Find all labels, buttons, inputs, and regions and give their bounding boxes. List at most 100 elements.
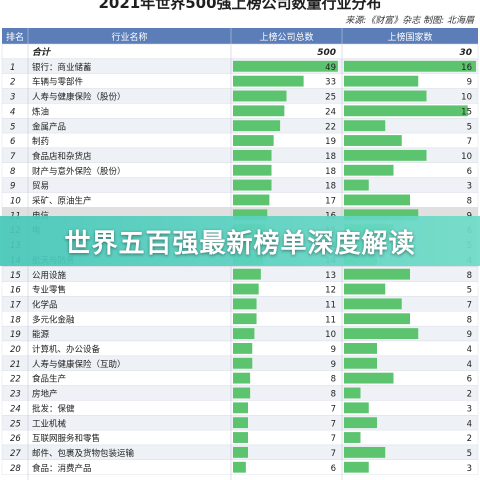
row-industry-name: 食品生产 (32, 374, 66, 385)
total-label: 合计 (32, 47, 52, 58)
table-header-bg (2, 28, 478, 44)
row-rank: 8 (10, 167, 16, 177)
countries-bar (344, 179, 369, 191)
row-rank: 24 (10, 404, 21, 414)
companies-bar (233, 446, 248, 458)
countries-value: 8 (467, 197, 472, 207)
countries-bar (344, 357, 377, 369)
chart-source: 来源:《财富》杂志 制图: 北海眉 (345, 16, 474, 26)
countries-bar (344, 343, 377, 354)
countries-bar (344, 75, 419, 87)
companies-value: 13 (325, 271, 336, 281)
companies-bar (233, 90, 287, 102)
countries-bar (344, 90, 427, 102)
companies-bar (233, 313, 257, 325)
companies-value: 49 (325, 63, 336, 73)
companies-value: 7 (331, 419, 336, 429)
countries-value: 7 (467, 137, 472, 147)
row-rank: 16 (10, 286, 21, 296)
countries-value: 15 (461, 107, 472, 117)
row-rank: 27 (10, 449, 21, 459)
countries-value: 2 (467, 390, 472, 400)
companies-value: 12 (325, 286, 336, 296)
companies-value: 18 (325, 152, 336, 162)
row-rank: 7 (10, 152, 16, 162)
row-industry-name: 人寿与健康保险（互助） (32, 359, 126, 370)
row-industry-name: 车辆与零部件 (32, 77, 84, 88)
countries-bar (344, 402, 369, 414)
countries-value: 4 (467, 419, 472, 429)
countries-bar (344, 328, 419, 339)
row-industry-name: 炼油 (32, 106, 49, 117)
countries-value: 6 (467, 375, 472, 385)
countries-value: 5 (467, 122, 472, 132)
companies-bar (233, 298, 257, 310)
companies-value: 33 (325, 78, 336, 88)
row-industry-name: 邮件、包裹及货物包装运输 (32, 448, 135, 459)
total-companies: 500 (317, 48, 336, 58)
countries-bar (344, 120, 386, 132)
countries-bar (344, 164, 394, 176)
banner-text: 世界五百强最新榜单深度解读 (64, 228, 416, 259)
row-industry-name: 能源 (32, 329, 50, 340)
companies-value: 11 (325, 315, 336, 325)
row-industry-name: 房地产 (32, 389, 58, 400)
companies-bar (233, 135, 274, 146)
companies-value: 7 (331, 434, 336, 444)
countries-value: 9 (467, 78, 472, 88)
companies-value: 17 (325, 197, 336, 207)
companies-bar (233, 402, 248, 414)
companies-bar (233, 105, 285, 117)
row-industry-name: 金属产品 (32, 121, 66, 132)
row-industry-name: 食品店和杂货店 (32, 151, 92, 162)
companies-value: 22 (325, 122, 336, 132)
companies-value: 11 (325, 300, 336, 310)
companies-value: 9 (331, 360, 336, 370)
companies-value: 7 (331, 404, 336, 414)
countries-value: 4 (467, 345, 472, 355)
companies-bar (233, 283, 259, 295)
row-industry-name: 银行：商业储蓄 (32, 62, 92, 73)
row-industry-name: 财产与意外保险（股份） (32, 166, 126, 177)
row-industry-name: 贸易 (32, 181, 49, 192)
headline-banner: 世界五百强最新榜单深度解读 (0, 216, 480, 266)
row-industry-name: 采矿、原油生产 (32, 196, 92, 207)
companies-value: 25 (325, 93, 336, 103)
countries-bar (344, 283, 386, 295)
companies-bar (233, 432, 248, 443)
countries-bar (344, 194, 410, 206)
companies-bar (233, 357, 253, 369)
companies-value: 18 (325, 167, 336, 177)
countries-value: 3 (467, 182, 472, 192)
countries-value: 2 (467, 434, 472, 444)
companies-bar (233, 149, 272, 161)
row-industry-name: 人寿与健康保险（股份） (32, 92, 126, 103)
countries-bar (344, 446, 386, 458)
countries-value: 3 (467, 464, 472, 474)
row-rank: 3 (10, 93, 15, 103)
companies-value: 8 (331, 375, 336, 385)
column-header: 行业名称 (111, 31, 147, 43)
countries-value: 10 (461, 93, 472, 103)
companies-value: 24 (325, 107, 336, 117)
countries-bar (344, 105, 468, 117)
countries-value: 10 (461, 152, 472, 162)
countries-bar (344, 417, 377, 429)
companies-bar (233, 268, 261, 280)
countries-bar (344, 149, 427, 161)
companies-value: 9 (331, 345, 336, 355)
countries-bar (344, 387, 361, 399)
companies-bar (233, 343, 253, 354)
companies-bar (233, 120, 281, 132)
row-rank: 5 (10, 122, 15, 132)
row-rank: 25 (10, 419, 21, 429)
companies-value: 19 (325, 137, 336, 147)
countries-value: 8 (467, 315, 472, 325)
companies-bar (233, 194, 270, 206)
countries-bar (344, 209, 419, 221)
column-header: 排名 (6, 31, 24, 43)
row-industry-name: 专业零售 (32, 285, 66, 296)
row-rank: 6 (10, 137, 16, 147)
countries-bar (344, 372, 394, 384)
countries-bar (344, 268, 410, 280)
